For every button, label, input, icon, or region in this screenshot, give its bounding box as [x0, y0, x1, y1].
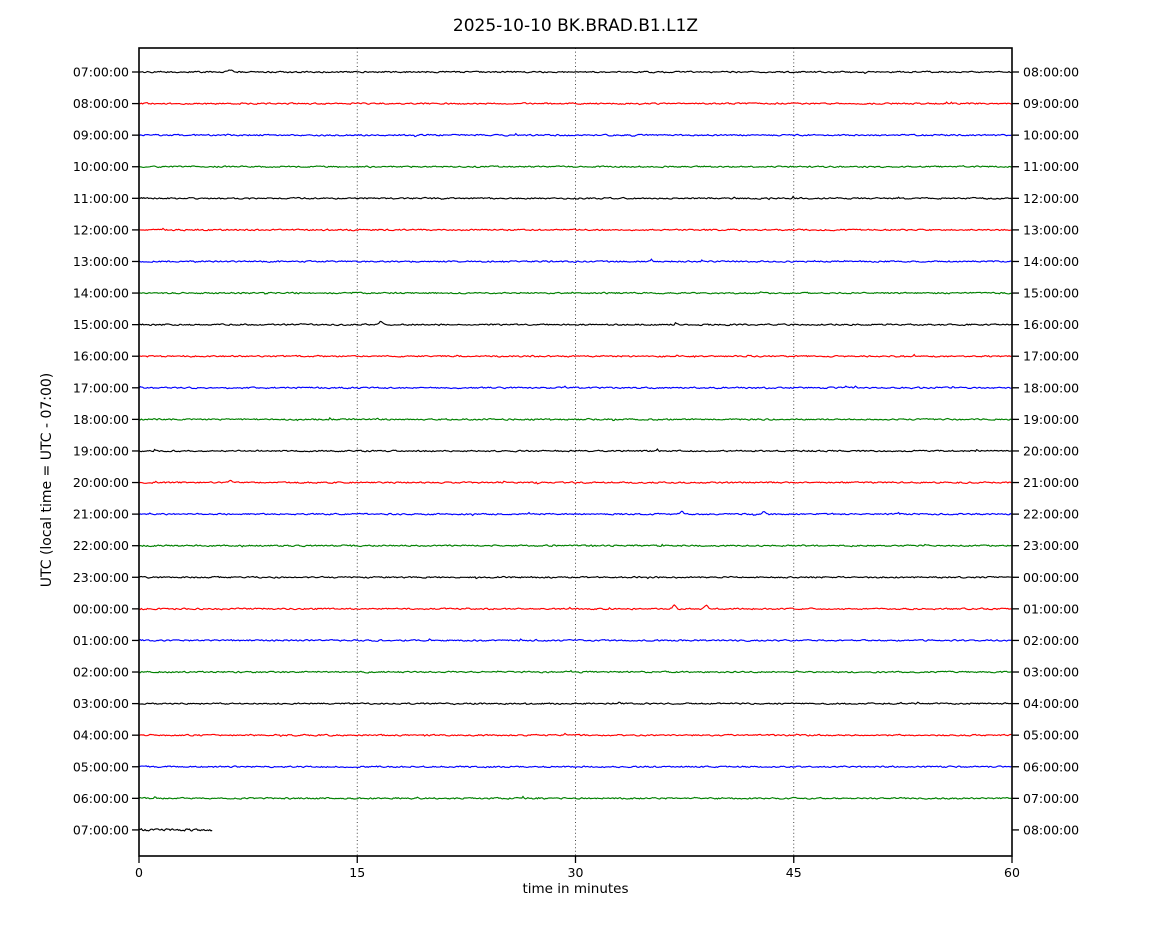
left-tick-label: 04:00:00 — [73, 728, 129, 743]
right-tick-label: 15:00:00 — [1023, 286, 1079, 301]
seismogram-trace — [138, 510, 1012, 517]
x-tick-label: 0 — [135, 865, 143, 880]
right-tick-label: 12:00:00 — [1023, 191, 1079, 206]
left-tick-label: 16:00:00 — [73, 349, 129, 364]
right-tick-label: 17:00:00 — [1023, 349, 1079, 364]
seismogram-trace — [138, 765, 1012, 769]
left-tick-label: 07:00:00 — [73, 822, 129, 837]
x-tick-label: 45 — [786, 865, 802, 880]
right-tick-label: 07:00:00 — [1023, 791, 1079, 806]
seismogram-trace — [138, 543, 1012, 548]
seismogram-trace — [138, 828, 213, 832]
left-tick-label: 06:00:00 — [73, 791, 129, 806]
left-tick-label: 18:00:00 — [73, 412, 129, 427]
seismogram-trace — [138, 69, 1012, 75]
right-tick-label: 08:00:00 — [1023, 822, 1079, 837]
seismogram-trace — [138, 320, 1012, 327]
left-tick-label: 01:00:00 — [73, 633, 129, 648]
left-tick-label: 05:00:00 — [73, 759, 129, 774]
right-tick-label: 10:00:00 — [1023, 128, 1079, 143]
right-tick-label: 18:00:00 — [1023, 380, 1079, 395]
right-tick-label: 13:00:00 — [1023, 222, 1079, 237]
seismogram-trace — [138, 258, 1012, 264]
seismogram-trace — [138, 165, 1012, 169]
left-tick-label: 00:00:00 — [73, 601, 129, 616]
left-tick-label: 10:00:00 — [73, 159, 129, 174]
seismogram-trace — [139, 101, 1012, 106]
right-tick-label: 23:00:00 — [1023, 538, 1079, 553]
seismogram-trace — [138, 195, 1012, 201]
left-tick-label: 11:00:00 — [73, 191, 129, 206]
right-tick-label: 16:00:00 — [1023, 317, 1079, 332]
seismogram-trace — [138, 291, 1012, 295]
left-tick-label: 08:00:00 — [73, 96, 129, 111]
chart-title: 2025-10-10 BK.BRAD.B1.L1Z — [452, 16, 699, 36]
seismogram-trace — [138, 132, 1012, 138]
right-tick-label: 02:00:00 — [1023, 633, 1079, 648]
x-tick-label: 30 — [568, 865, 584, 880]
right-tick-label: 11:00:00 — [1023, 159, 1079, 174]
x-axis-label: time in minutes — [522, 881, 629, 897]
right-tick-label: 04:00:00 — [1023, 696, 1079, 711]
x-tick-label: 60 — [1004, 865, 1020, 880]
right-tick-label: 09:00:00 — [1023, 96, 1079, 111]
right-tick-label: 20:00:00 — [1023, 443, 1079, 458]
seismogram-trace — [139, 416, 1012, 422]
left-tick-label: 03:00:00 — [73, 696, 129, 711]
left-tick-label: 20:00:00 — [73, 475, 129, 490]
seismogram-trace — [138, 604, 1012, 611]
left-tick-label: 13:00:00 — [73, 254, 129, 269]
right-tick-label: 00:00:00 — [1023, 570, 1079, 585]
seismogram-trace — [138, 669, 1012, 674]
seismogram-trace — [138, 448, 1012, 453]
left-tick-label: 09:00:00 — [73, 128, 129, 143]
seismogram-trace — [138, 385, 1012, 390]
left-tick-label: 15:00:00 — [73, 317, 129, 332]
left-tick-label: 07:00:00 — [73, 65, 129, 80]
left-tick-label: 23:00:00 — [73, 570, 129, 585]
left-tick-label: 21:00:00 — [73, 507, 129, 522]
right-tick-label: 21:00:00 — [1023, 475, 1079, 490]
x-tick-label: 15 — [349, 865, 365, 880]
seismogram-trace — [139, 701, 1012, 706]
seismogram-trace — [138, 638, 1012, 642]
seismogram-trace — [138, 227, 1012, 232]
left-tick-label: 14:00:00 — [73, 286, 129, 301]
right-tick-label: 03:00:00 — [1023, 665, 1079, 680]
seismogram-trace — [138, 353, 1012, 359]
seismogram-trace — [138, 732, 1012, 737]
right-tick-label: 08:00:00 — [1023, 65, 1079, 80]
right-tick-label: 14:00:00 — [1023, 254, 1079, 269]
seismogram-trace — [138, 795, 1012, 800]
right-tick-label: 06:00:00 — [1023, 759, 1079, 774]
right-tick-label: 05:00:00 — [1023, 728, 1079, 743]
left-tick-label: 17:00:00 — [73, 380, 129, 395]
seismogram-trace — [138, 575, 1012, 580]
right-tick-label: 22:00:00 — [1023, 507, 1079, 522]
right-tick-label: 19:00:00 — [1023, 412, 1079, 427]
left-tick-label: 22:00:00 — [73, 538, 129, 553]
left-tick-label: 02:00:00 — [73, 665, 129, 680]
seismogram-trace — [138, 479, 1012, 485]
right-tick-label: 01:00:00 — [1023, 601, 1079, 616]
left-tick-label: 12:00:00 — [73, 222, 129, 237]
left-tick-label: 19:00:00 — [73, 443, 129, 458]
